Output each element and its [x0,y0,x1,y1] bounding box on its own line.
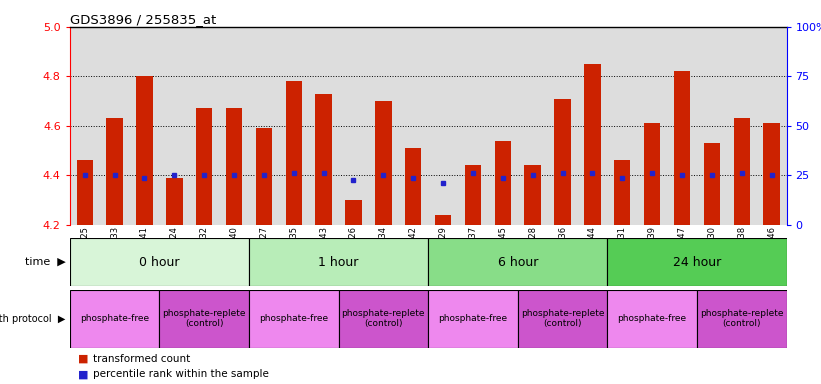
Bar [733,118,750,225]
Text: phosphate-free: phosphate-free [80,314,149,323]
Bar [518,290,608,348]
Text: phosphate-replete
(control): phosphate-replete (control) [700,309,783,328]
Bar [697,27,727,225]
Bar [369,27,398,225]
Bar [548,27,577,225]
Bar [136,76,153,225]
Bar [488,27,518,225]
Bar [674,71,690,225]
Bar [518,27,548,225]
Text: 24 hour: 24 hour [672,256,721,268]
Bar [704,143,720,225]
Text: transformed count: transformed count [93,354,190,364]
Text: phosphate-replete
(control): phosphate-replete (control) [521,309,604,328]
Bar [309,27,338,225]
Bar [697,290,787,348]
Text: ■: ■ [78,369,89,379]
Bar [494,141,511,225]
Bar [76,161,93,225]
Bar [226,108,242,225]
Bar [667,27,697,225]
Bar [249,27,279,225]
Bar [637,27,667,225]
Text: ■: ■ [78,354,89,364]
Bar [608,290,697,348]
Bar [338,27,369,225]
Bar [99,27,130,225]
Bar [255,128,272,225]
Bar [375,101,392,225]
Bar [429,290,518,348]
Bar [585,64,601,225]
Bar [279,27,309,225]
Bar [315,94,332,225]
Bar [286,81,302,225]
Text: percentile rank within the sample: percentile rank within the sample [93,369,268,379]
Bar [159,27,189,225]
Bar [196,108,213,225]
Bar [249,238,429,286]
Bar [727,27,757,225]
Bar [70,238,249,286]
Bar [435,215,452,225]
Bar [249,290,338,348]
Bar [70,290,159,348]
Bar [608,238,787,286]
Bar [130,27,159,225]
Text: phosphate-free: phosphate-free [438,314,507,323]
Bar [405,148,421,225]
Bar [608,27,637,225]
Bar [346,200,362,225]
Bar [189,27,219,225]
Bar [166,178,182,225]
Bar [577,27,608,225]
Text: phosphate-free: phosphate-free [259,314,328,323]
Text: phosphate-free: phosphate-free [617,314,686,323]
Text: 0 hour: 0 hour [139,256,180,268]
Bar [429,238,608,286]
Text: 6 hour: 6 hour [498,256,538,268]
Bar [554,99,571,225]
Text: 1 hour: 1 hour [319,256,359,268]
Text: growth protocol  ▶: growth protocol ▶ [0,314,66,324]
Text: GDS3896 / 255835_at: GDS3896 / 255835_at [70,13,216,26]
Bar [70,27,99,225]
Text: phosphate-replete
(control): phosphate-replete (control) [163,309,246,328]
Text: time  ▶: time ▶ [25,257,66,267]
Bar [458,27,488,225]
Bar [764,123,780,225]
Bar [219,27,249,225]
Bar [159,290,249,348]
Bar [614,161,631,225]
Bar [398,27,429,225]
Bar [338,290,429,348]
Bar [525,166,541,225]
Bar [757,27,787,225]
Bar [465,166,481,225]
Bar [429,27,458,225]
Text: phosphate-replete
(control): phosphate-replete (control) [342,309,425,328]
Bar [107,118,123,225]
Bar [644,123,660,225]
